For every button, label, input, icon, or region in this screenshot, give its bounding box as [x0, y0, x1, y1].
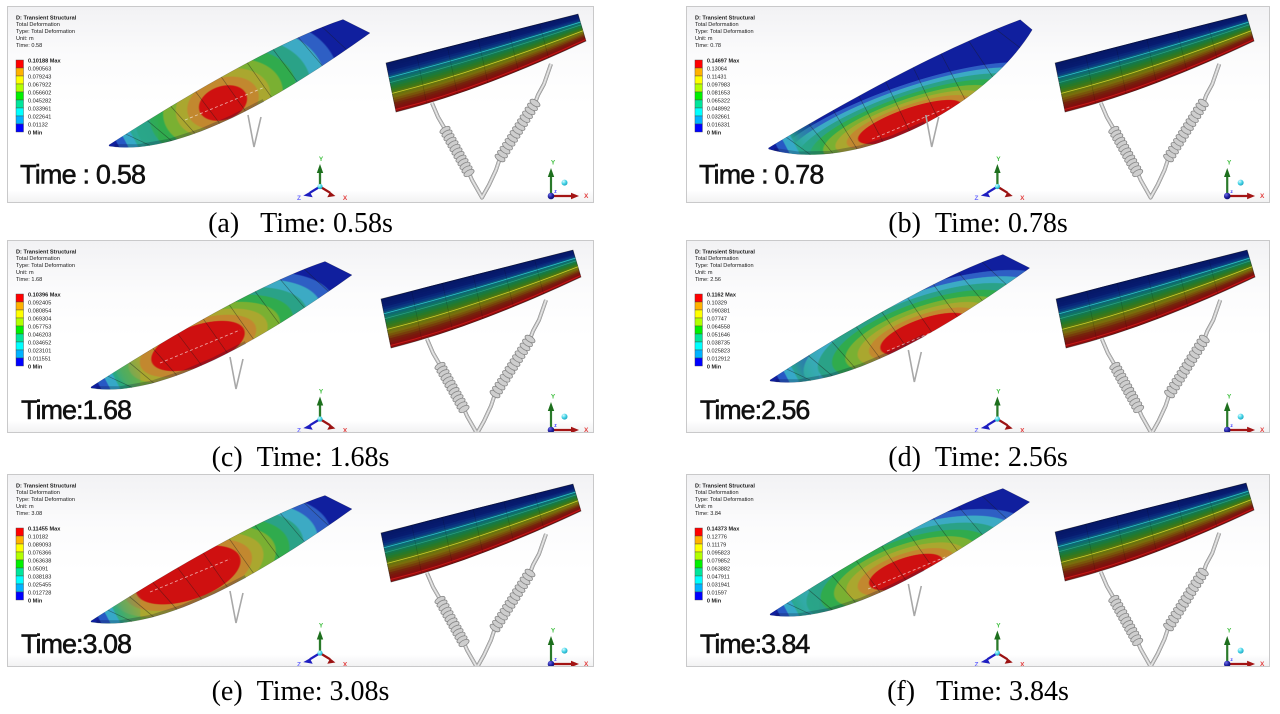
svg-text:0.079243: 0.079243 [28, 75, 51, 81]
svg-text:0.025455: 0.025455 [28, 583, 51, 589]
svg-text:0.10329: 0.10329 [707, 300, 727, 306]
svg-text:Type: Total Deformation: Type: Total Deformation [16, 263, 75, 269]
svg-text:0.01132: 0.01132 [28, 123, 48, 129]
svg-text:0.14697 Max: 0.14697 Max [707, 58, 740, 64]
svg-text:0.048992: 0.048992 [707, 106, 730, 112]
svg-text:Type: Total Deformation: Type: Total Deformation [695, 29, 754, 35]
svg-text:0.063638: 0.063638 [28, 559, 51, 565]
svg-text:Unit: m: Unit: m [16, 36, 34, 42]
svg-text:0 Min: 0 Min [707, 598, 722, 604]
svg-text:0.080854: 0.080854 [28, 309, 51, 315]
svg-text:0.05091: 0.05091 [28, 567, 48, 573]
svg-text:Time: 1.68: Time: 1.68 [16, 277, 42, 283]
svg-text:Time:3.08: Time:3.08 [21, 629, 131, 659]
svg-text:Unit: m: Unit: m [695, 504, 713, 510]
svg-text:0.1162 Max: 0.1162 Max [707, 292, 737, 298]
svg-text:0.038735: 0.038735 [707, 340, 730, 346]
svg-text:0.092405: 0.092405 [28, 301, 51, 307]
svg-text:0.12776: 0.12776 [707, 534, 727, 540]
svg-text:Time: 0.58: Time: 0.58 [16, 43, 42, 49]
svg-text:Unit: m: Unit: m [16, 270, 34, 276]
svg-text:0.057753: 0.057753 [28, 325, 51, 331]
svg-text:0 Min: 0 Min [28, 599, 43, 605]
svg-text:Time: 2.56: Time: 2.56 [695, 277, 721, 283]
svg-text:0.023101: 0.023101 [28, 349, 51, 355]
svg-text:0.034652: 0.034652 [28, 341, 51, 347]
svg-text:Type: Total Deformation: Type: Total Deformation [695, 497, 754, 503]
svg-text:Total Deformation: Total Deformation [16, 490, 60, 496]
svg-text:Type: Total Deformation: Type: Total Deformation [16, 497, 75, 503]
svg-text:Total Deformation: Total Deformation [695, 256, 739, 262]
svg-text:0.012728: 0.012728 [28, 591, 51, 597]
svg-text:0.089093: 0.089093 [28, 543, 51, 549]
svg-text:0.046203: 0.046203 [28, 333, 51, 339]
svg-text:Unit: m: Unit: m [695, 270, 713, 276]
svg-text:0.079852: 0.079852 [707, 558, 730, 564]
svg-text:D: Transient Structural: D: Transient Structural [16, 483, 77, 489]
svg-text:Total Deformation: Total Deformation [695, 490, 739, 496]
svg-text:0 Min: 0 Min [707, 130, 722, 136]
svg-text:0.11179: 0.11179 [707, 542, 726, 548]
svg-text:Time: 3.08: Time: 3.08 [16, 511, 42, 517]
svg-text:0 Min: 0 Min [28, 131, 43, 137]
svg-text:0.047911: 0.047911 [707, 574, 730, 580]
svg-text:0.13064: 0.13064 [707, 66, 727, 72]
svg-text:0.031941: 0.031941 [707, 582, 730, 588]
svg-text:0.033961: 0.033961 [28, 107, 51, 113]
svg-text:0.038183: 0.038183 [28, 575, 51, 581]
svg-text:0.11431: 0.11431 [707, 74, 727, 80]
svg-text:0.097983: 0.097983 [707, 82, 730, 88]
svg-text:0.069304: 0.069304 [28, 317, 51, 323]
svg-text:0.012912: 0.012912 [707, 356, 730, 362]
svg-text:0.025823: 0.025823 [707, 348, 730, 354]
svg-text:0 Min: 0 Min [707, 364, 722, 370]
svg-text:0.11455 Max: 0.11455 Max [28, 527, 61, 533]
svg-text:Unit: m: Unit: m [16, 504, 34, 510]
svg-text:0.063882: 0.063882 [707, 566, 730, 572]
svg-text:0.10396 Max: 0.10396 Max [28, 293, 62, 299]
svg-text:D: Transient Structural: D: Transient Structural [16, 249, 77, 255]
svg-text:0.045282: 0.045282 [28, 99, 51, 105]
svg-text:0.14373 Max: 0.14373 Max [707, 526, 740, 532]
svg-text:Time:2.56: Time:2.56 [700, 395, 809, 425]
svg-text:0.022641: 0.022641 [28, 115, 51, 121]
svg-text:0.011551: 0.011551 [28, 357, 51, 363]
svg-text:0.081653: 0.081653 [707, 90, 730, 96]
svg-text:Type: Total Deformation: Type: Total Deformation [16, 29, 75, 35]
svg-text:Type: Total Deformation: Type: Total Deformation [695, 263, 754, 269]
svg-text:Time : 0.78: Time : 0.78 [699, 159, 824, 189]
svg-text:0.067922: 0.067922 [28, 83, 51, 89]
svg-text:0.095823: 0.095823 [707, 550, 730, 556]
svg-text:0.10188 Max: 0.10188 Max [28, 59, 62, 65]
svg-text:0.051646: 0.051646 [707, 332, 730, 338]
svg-text:0.076366: 0.076366 [28, 551, 51, 557]
svg-text:D: Transient Structural: D: Transient Structural [695, 483, 755, 489]
svg-text:0.032661: 0.032661 [707, 114, 730, 120]
svg-text:Total Deformation: Total Deformation [695, 22, 739, 28]
svg-text:0 Min: 0 Min [28, 365, 43, 371]
svg-text:Time: 3.84: Time: 3.84 [695, 511, 721, 517]
svg-text:Unit: m: Unit: m [695, 36, 713, 42]
svg-text:0.090381: 0.090381 [707, 308, 730, 314]
svg-text:Time: 0.78: Time: 0.78 [695, 43, 721, 49]
svg-text:0.01597: 0.01597 [707, 590, 727, 596]
svg-text:D: Transient Structural: D: Transient Structural [695, 15, 755, 21]
svg-text:Time : 0.58: Time : 0.58 [20, 160, 145, 190]
svg-text:0.056602: 0.056602 [28, 91, 51, 97]
svg-text:D: Transient Structural: D: Transient Structural [16, 15, 77, 21]
svg-text:Total Deformation: Total Deformation [16, 22, 60, 28]
svg-text:Time:3.84: Time:3.84 [700, 629, 810, 659]
svg-text:0.064558: 0.064558 [707, 324, 730, 330]
svg-text:0.090563: 0.090563 [28, 67, 51, 73]
svg-text:0.07747: 0.07747 [707, 316, 727, 322]
svg-text:0.10182: 0.10182 [28, 535, 48, 541]
svg-text:Time:1.68: Time:1.68 [21, 395, 131, 425]
svg-text:Total Deformation: Total Deformation [16, 256, 60, 262]
svg-text:D: Transient Structural: D: Transient Structural [695, 249, 755, 255]
svg-text:0.065322: 0.065322 [707, 98, 730, 104]
svg-text:0.016331: 0.016331 [707, 122, 730, 128]
